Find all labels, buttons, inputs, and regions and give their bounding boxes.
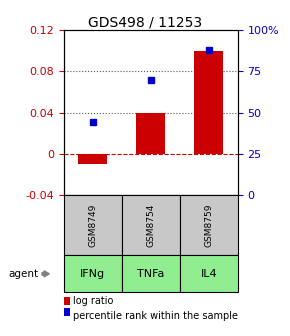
Text: agent: agent bbox=[9, 269, 39, 279]
Text: GDS498 / 11253: GDS498 / 11253 bbox=[88, 15, 202, 29]
Text: GSM8754: GSM8754 bbox=[146, 203, 155, 247]
Bar bbox=[194, 51, 223, 154]
Text: GSM8759: GSM8759 bbox=[204, 203, 213, 247]
Text: GSM8749: GSM8749 bbox=[88, 203, 97, 247]
Bar bbox=[78, 154, 107, 164]
Text: log ratio: log ratio bbox=[73, 296, 113, 306]
Text: IL4: IL4 bbox=[200, 269, 217, 279]
Text: percentile rank within the sample: percentile rank within the sample bbox=[73, 311, 238, 321]
Text: TNFa: TNFa bbox=[137, 269, 164, 279]
Bar bbox=[136, 113, 165, 154]
Text: IFNg: IFNg bbox=[80, 269, 105, 279]
